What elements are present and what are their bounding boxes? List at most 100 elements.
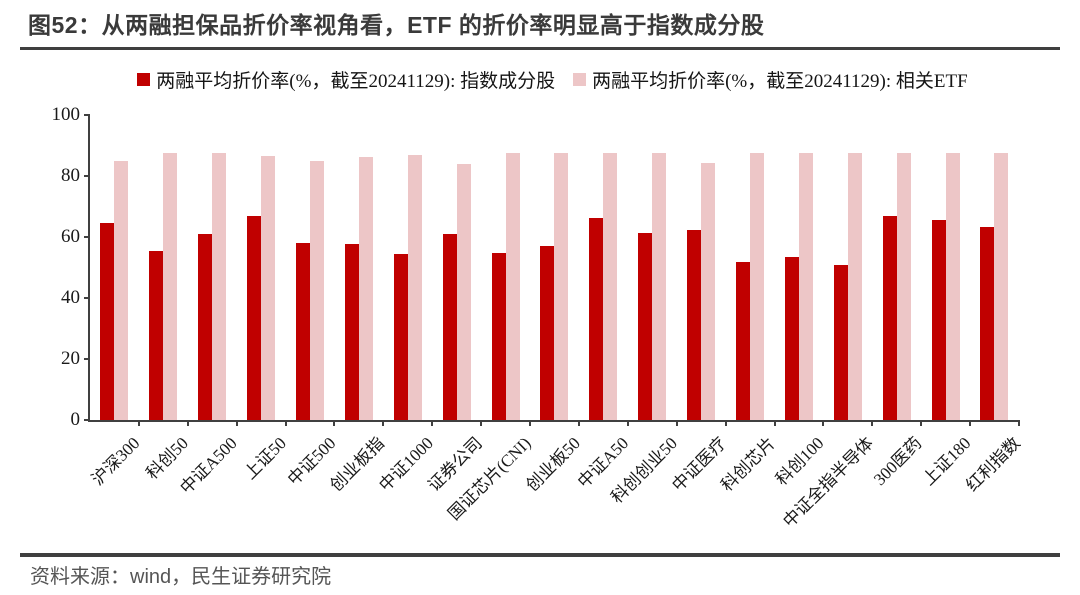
y-tick-label: 100 (51, 104, 81, 125)
x-tick-mark (333, 420, 336, 426)
bar-group (481, 115, 530, 420)
bar-group (432, 115, 481, 420)
x-tick-mark (137, 420, 140, 426)
title-underline (20, 47, 1060, 50)
x-tick-mark (822, 420, 825, 426)
x-category-label: 沪深300 (87, 433, 144, 490)
bar-related-etf (358, 157, 373, 420)
bar-index-constituents (442, 233, 457, 420)
bar-related-etf (652, 152, 667, 420)
bar-index-constituents (100, 222, 115, 420)
y-tick-mark (84, 114, 90, 116)
y-tick-mark (84, 297, 90, 299)
bar-group (188, 115, 237, 420)
bar-index-constituents (980, 226, 995, 420)
x-tick-mark (773, 420, 776, 426)
x-category-label: 上证50 (240, 433, 291, 484)
bar-index-constituents (393, 253, 408, 420)
bar-related-etf (896, 153, 911, 420)
legend-item-related-etf: 两融平均折价率(%，截至20241129): 相关ETF (573, 66, 968, 93)
bar-related-etf (603, 152, 618, 420)
bar-related-etf (994, 153, 1009, 420)
x-tick-mark (969, 420, 972, 426)
bar-index-constituents (540, 245, 555, 420)
x-tick-mark (235, 420, 238, 426)
bar-index-constituents (736, 262, 751, 420)
bar-index-constituents (589, 218, 604, 420)
legend-swatch-related-etf (573, 73, 587, 86)
bar-related-etf (310, 160, 324, 420)
bar-related-etf (212, 152, 227, 420)
y-tick-mark (84, 236, 90, 238)
chart-legend: 两融平均折价率(%，截至20241129): 指数成分股 两融平均折价率(%，截… (88, 66, 1017, 93)
bar-related-etf (261, 156, 276, 420)
bar-related-etf (750, 153, 765, 420)
x-tick-mark (382, 420, 385, 426)
x-tick-mark (431, 420, 434, 426)
bar-index-constituents (638, 233, 653, 420)
y-tick-label: 60 (61, 226, 80, 247)
bar-related-etf (701, 163, 716, 420)
bar-index-constituents (687, 230, 702, 420)
x-tick-mark (871, 420, 874, 426)
bar-group (774, 115, 823, 420)
legend-label-index-constituents: 两融平均折价率(%，截至20241129): 指数成分股 (156, 71, 556, 92)
bar-index-constituents (247, 216, 262, 420)
bar-index-constituents (344, 244, 359, 420)
bar-related-etf (945, 153, 960, 420)
bar-related-etf (554, 152, 569, 420)
x-tick-mark (724, 420, 727, 426)
x-tick-mark (920, 420, 923, 426)
y-tick-label: 0 (70, 409, 81, 430)
bar-index-constituents (198, 233, 213, 420)
bar-index-constituents (931, 219, 946, 420)
x-tick-mark (480, 420, 483, 426)
bar-index-constituents (833, 264, 848, 420)
x-tick-mark (529, 420, 532, 426)
bar-related-etf (505, 153, 520, 420)
bar-group (383, 115, 432, 420)
bar-related-etf (407, 154, 422, 420)
bar-index-constituents (296, 243, 310, 420)
bar-group (579, 115, 628, 420)
bar-group (823, 115, 872, 420)
bar-group (90, 115, 139, 420)
x-tick-mark (675, 420, 678, 426)
x-tick-mark (1018, 420, 1020, 426)
bar-group (237, 115, 286, 420)
chart-title: 图52：从两融担保品折价率视角看，ETF 的折价率明显高于指数成分股 (28, 12, 765, 38)
bar-related-etf (847, 153, 862, 420)
bar-group (628, 115, 677, 420)
bar-related-etf (798, 153, 813, 420)
bar-group (286, 115, 335, 420)
y-tick-label: 20 (61, 348, 80, 369)
y-tick-mark (84, 419, 90, 421)
bar-index-constituents (882, 216, 897, 420)
legend-item-index-constituents: 两融平均折价率(%，截至20241129): 指数成分股 (137, 66, 555, 93)
bar-group (677, 115, 726, 420)
x-axis-labels: 沪深300 科创50 中证A500 上证50 中证500 创业板指 中证1000 证券公司 国证… (88, 430, 1024, 565)
source-note: 资料来源：wind，民生证券研究院 (30, 566, 332, 588)
bar-group (921, 115, 970, 420)
bar-related-etf (114, 160, 129, 420)
y-tick-mark (84, 175, 90, 177)
x-tick-mark (577, 420, 580, 426)
bar-index-constituents (491, 252, 506, 420)
bar-index-constituents (784, 257, 799, 420)
legend-label-related-etf: 两融平均折价率(%，截至20241129): 相关ETF (592, 71, 968, 92)
bar-group (139, 115, 188, 420)
x-tick-mark (284, 420, 287, 426)
legend-swatch-index-constituents (137, 73, 151, 86)
bar-related-etf (456, 164, 471, 420)
y-tick-mark (84, 358, 90, 360)
x-tick-mark (626, 420, 629, 426)
bar-group (726, 115, 775, 420)
bar-group (334, 115, 383, 420)
bar-group (970, 115, 1019, 420)
x-category-label: 300医药 (870, 433, 926, 490)
footer-divider (20, 553, 1060, 557)
plot-area: 沪深300 科创50 中证A500 上证50 中证500 创业板指 中证1000 证券公司 国证… (52, 104, 1024, 531)
bar-related-etf (163, 152, 178, 420)
x-tick-mark (186, 420, 189, 426)
